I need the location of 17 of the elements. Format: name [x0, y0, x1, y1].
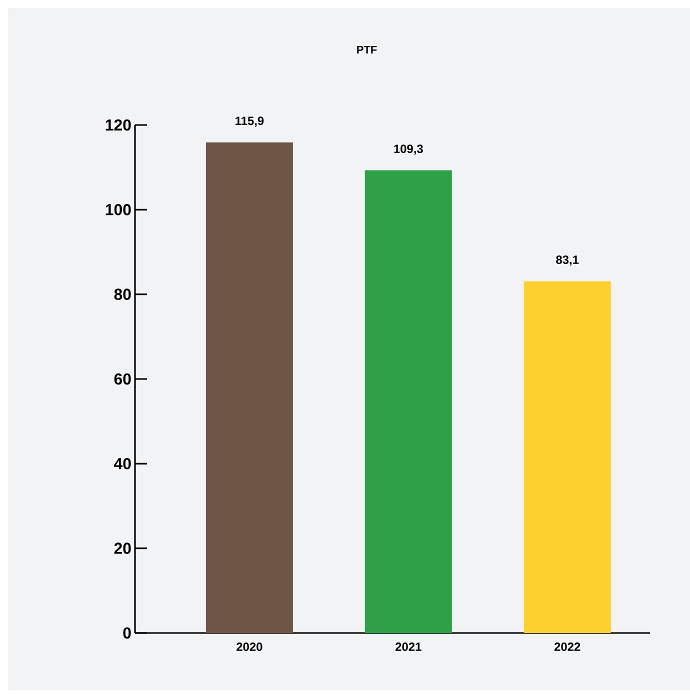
y-tick-label: 40 — [114, 458, 131, 470]
bar — [206, 142, 293, 633]
data-label: 115,9 — [236, 116, 264, 127]
x-tick-label: 2022 — [554, 642, 580, 651]
x-tick-label: 2020 — [236, 642, 262, 651]
y-tick-label: 120 — [106, 119, 131, 131]
y-tick-label: 80 — [114, 288, 131, 300]
bar — [364, 170, 452, 633]
chart-title: PTF — [357, 46, 377, 54]
y-tick-label: 60 — [114, 373, 131, 385]
y-tick-label: 100 — [106, 204, 131, 216]
y-tick-label: 20 — [114, 542, 131, 554]
data-label: 109,3 — [394, 144, 423, 155]
data-label: 83,1 — [556, 255, 579, 266]
bar — [524, 281, 611, 633]
y-tick-label: 0 — [123, 627, 131, 639]
x-tick-label: 2021 — [396, 642, 422, 651]
